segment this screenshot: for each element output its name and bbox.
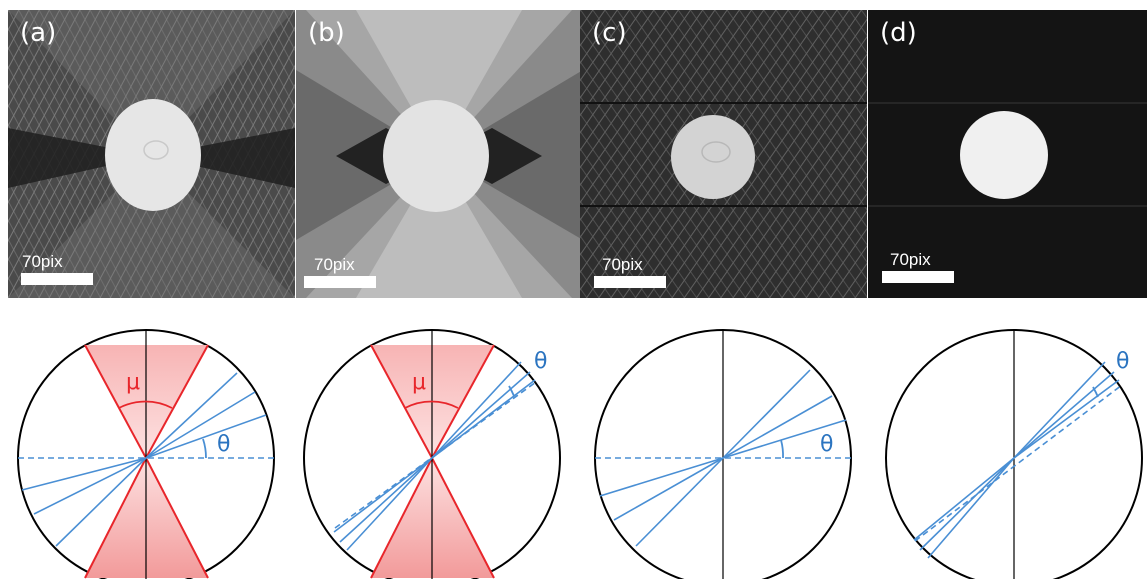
theta-arc-b — [508, 385, 515, 397]
diagram-a: μ θ — [17, 329, 275, 579]
theta-label-c: θ — [820, 432, 833, 457]
reconstruction-image-b — [296, 10, 583, 298]
reconstruction-image-a — [8, 10, 295, 298]
theta-arc-c — [780, 439, 784, 459]
scale-bar-label-b: 70pix — [314, 255, 355, 274]
reconstruction-panel-d: (d) 70pix — [868, 10, 1147, 298]
scale-bar-label-d: 70pix — [890, 250, 931, 269]
sampling-diagrams: μ θ μ θ — [17, 329, 1143, 579]
theta-label-d: θ — [1116, 349, 1129, 374]
scale-bar-b — [304, 276, 376, 288]
mu-arc-a — [118, 400, 173, 409]
object-disk-c — [671, 115, 755, 199]
scale-bar-label-c: 70pix — [602, 255, 643, 274]
theta-label-a: θ — [217, 432, 230, 457]
reconstruction-image-c — [580, 10, 867, 298]
reconstruction-panel-a: (a) 70pix — [8, 10, 295, 298]
panel-label-d: (d) — [880, 18, 917, 48]
panel-label-a: (a) — [20, 18, 57, 48]
mu-label-a: μ — [126, 370, 140, 395]
object-disk-a — [105, 99, 201, 211]
scale-bar-a — [21, 273, 93, 285]
theta-arc-d — [1092, 386, 1099, 398]
theta-label-b: θ — [534, 349, 547, 374]
diagram-b: μ θ — [303, 329, 561, 579]
theta-arc-a — [202, 438, 207, 459]
mu-label-b: μ — [412, 370, 426, 395]
reconstruction-panel-b: (b) 70pix — [296, 10, 583, 298]
object-disk-b — [383, 100, 489, 212]
mu-arc-b — [404, 400, 459, 409]
panel-label-b: (b) — [308, 18, 345, 48]
scale-bar-d — [882, 271, 954, 283]
panel-label-c: (c) — [592, 18, 627, 48]
reconstruction-image-d — [868, 10, 1147, 298]
object-disk-d — [960, 111, 1048, 199]
scale-bar-c — [594, 276, 666, 288]
diagram-d: θ — [885, 329, 1143, 579]
scale-bar-label-a: 70pix — [22, 252, 63, 271]
reconstruction-panel-c: (c) 70pix — [580, 10, 867, 298]
diagram-c: θ — [594, 329, 852, 579]
